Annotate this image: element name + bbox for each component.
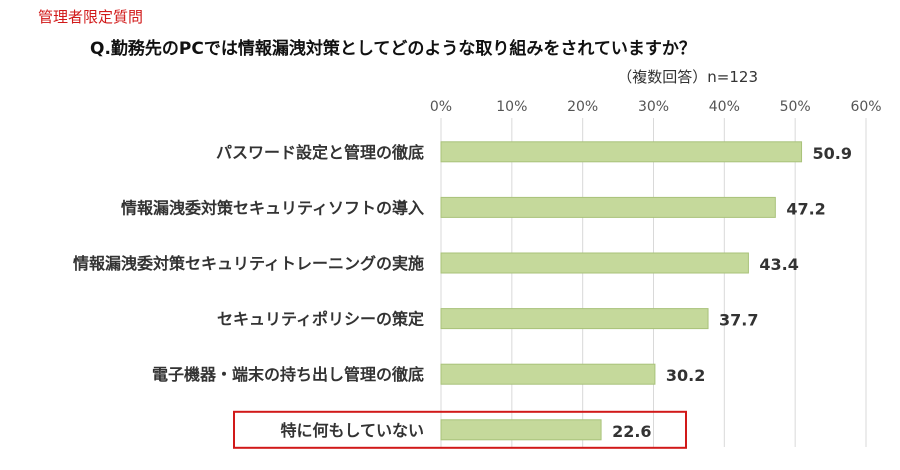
x-tick-label: 50% xyxy=(780,99,811,115)
x-tick-label: 0% xyxy=(430,99,452,115)
category-label: 電子機器・端末の持ち出し管理の徹底 xyxy=(152,365,424,384)
admin-only-tag: 管理者限定質問 xyxy=(38,8,144,26)
bar xyxy=(440,363,656,385)
value-label: 47.2 xyxy=(786,199,825,218)
bar xyxy=(440,419,602,441)
x-tick-label: 40% xyxy=(709,99,740,115)
sample-note: （複数回答）n=123 xyxy=(617,68,758,86)
value-label: 50.9 xyxy=(813,144,852,163)
value-label: 22.6 xyxy=(612,422,651,441)
bar xyxy=(440,252,749,274)
category-label: セキュリティポリシーの策定 xyxy=(217,310,424,329)
category-label: 情報漏洩委対策セキュリティトレーニングの実施 xyxy=(73,254,424,273)
question-title: Q.勤務先のPCでは情報漏洩対策としてどのような取り組みをされていますか？ xyxy=(90,39,696,59)
bar xyxy=(440,308,709,330)
category-label: パスワード設定と管理の徹底 xyxy=(216,143,424,162)
bar xyxy=(440,141,803,163)
x-tick-label: 60% xyxy=(850,99,881,115)
highlight-box xyxy=(233,410,687,449)
x-tick-label: 20% xyxy=(567,99,598,115)
x-tick-label: 30% xyxy=(638,99,669,115)
bar xyxy=(440,196,776,218)
value-label: 37.7 xyxy=(719,311,758,330)
value-label: 43.4 xyxy=(759,255,798,274)
category-label: 特に何もしていない xyxy=(280,421,424,440)
x-tick-label: 10% xyxy=(496,99,527,115)
value-label: 30.2 xyxy=(666,366,705,385)
category-label: 情報漏洩委対策セキュリティソフトの導入 xyxy=(121,198,424,217)
